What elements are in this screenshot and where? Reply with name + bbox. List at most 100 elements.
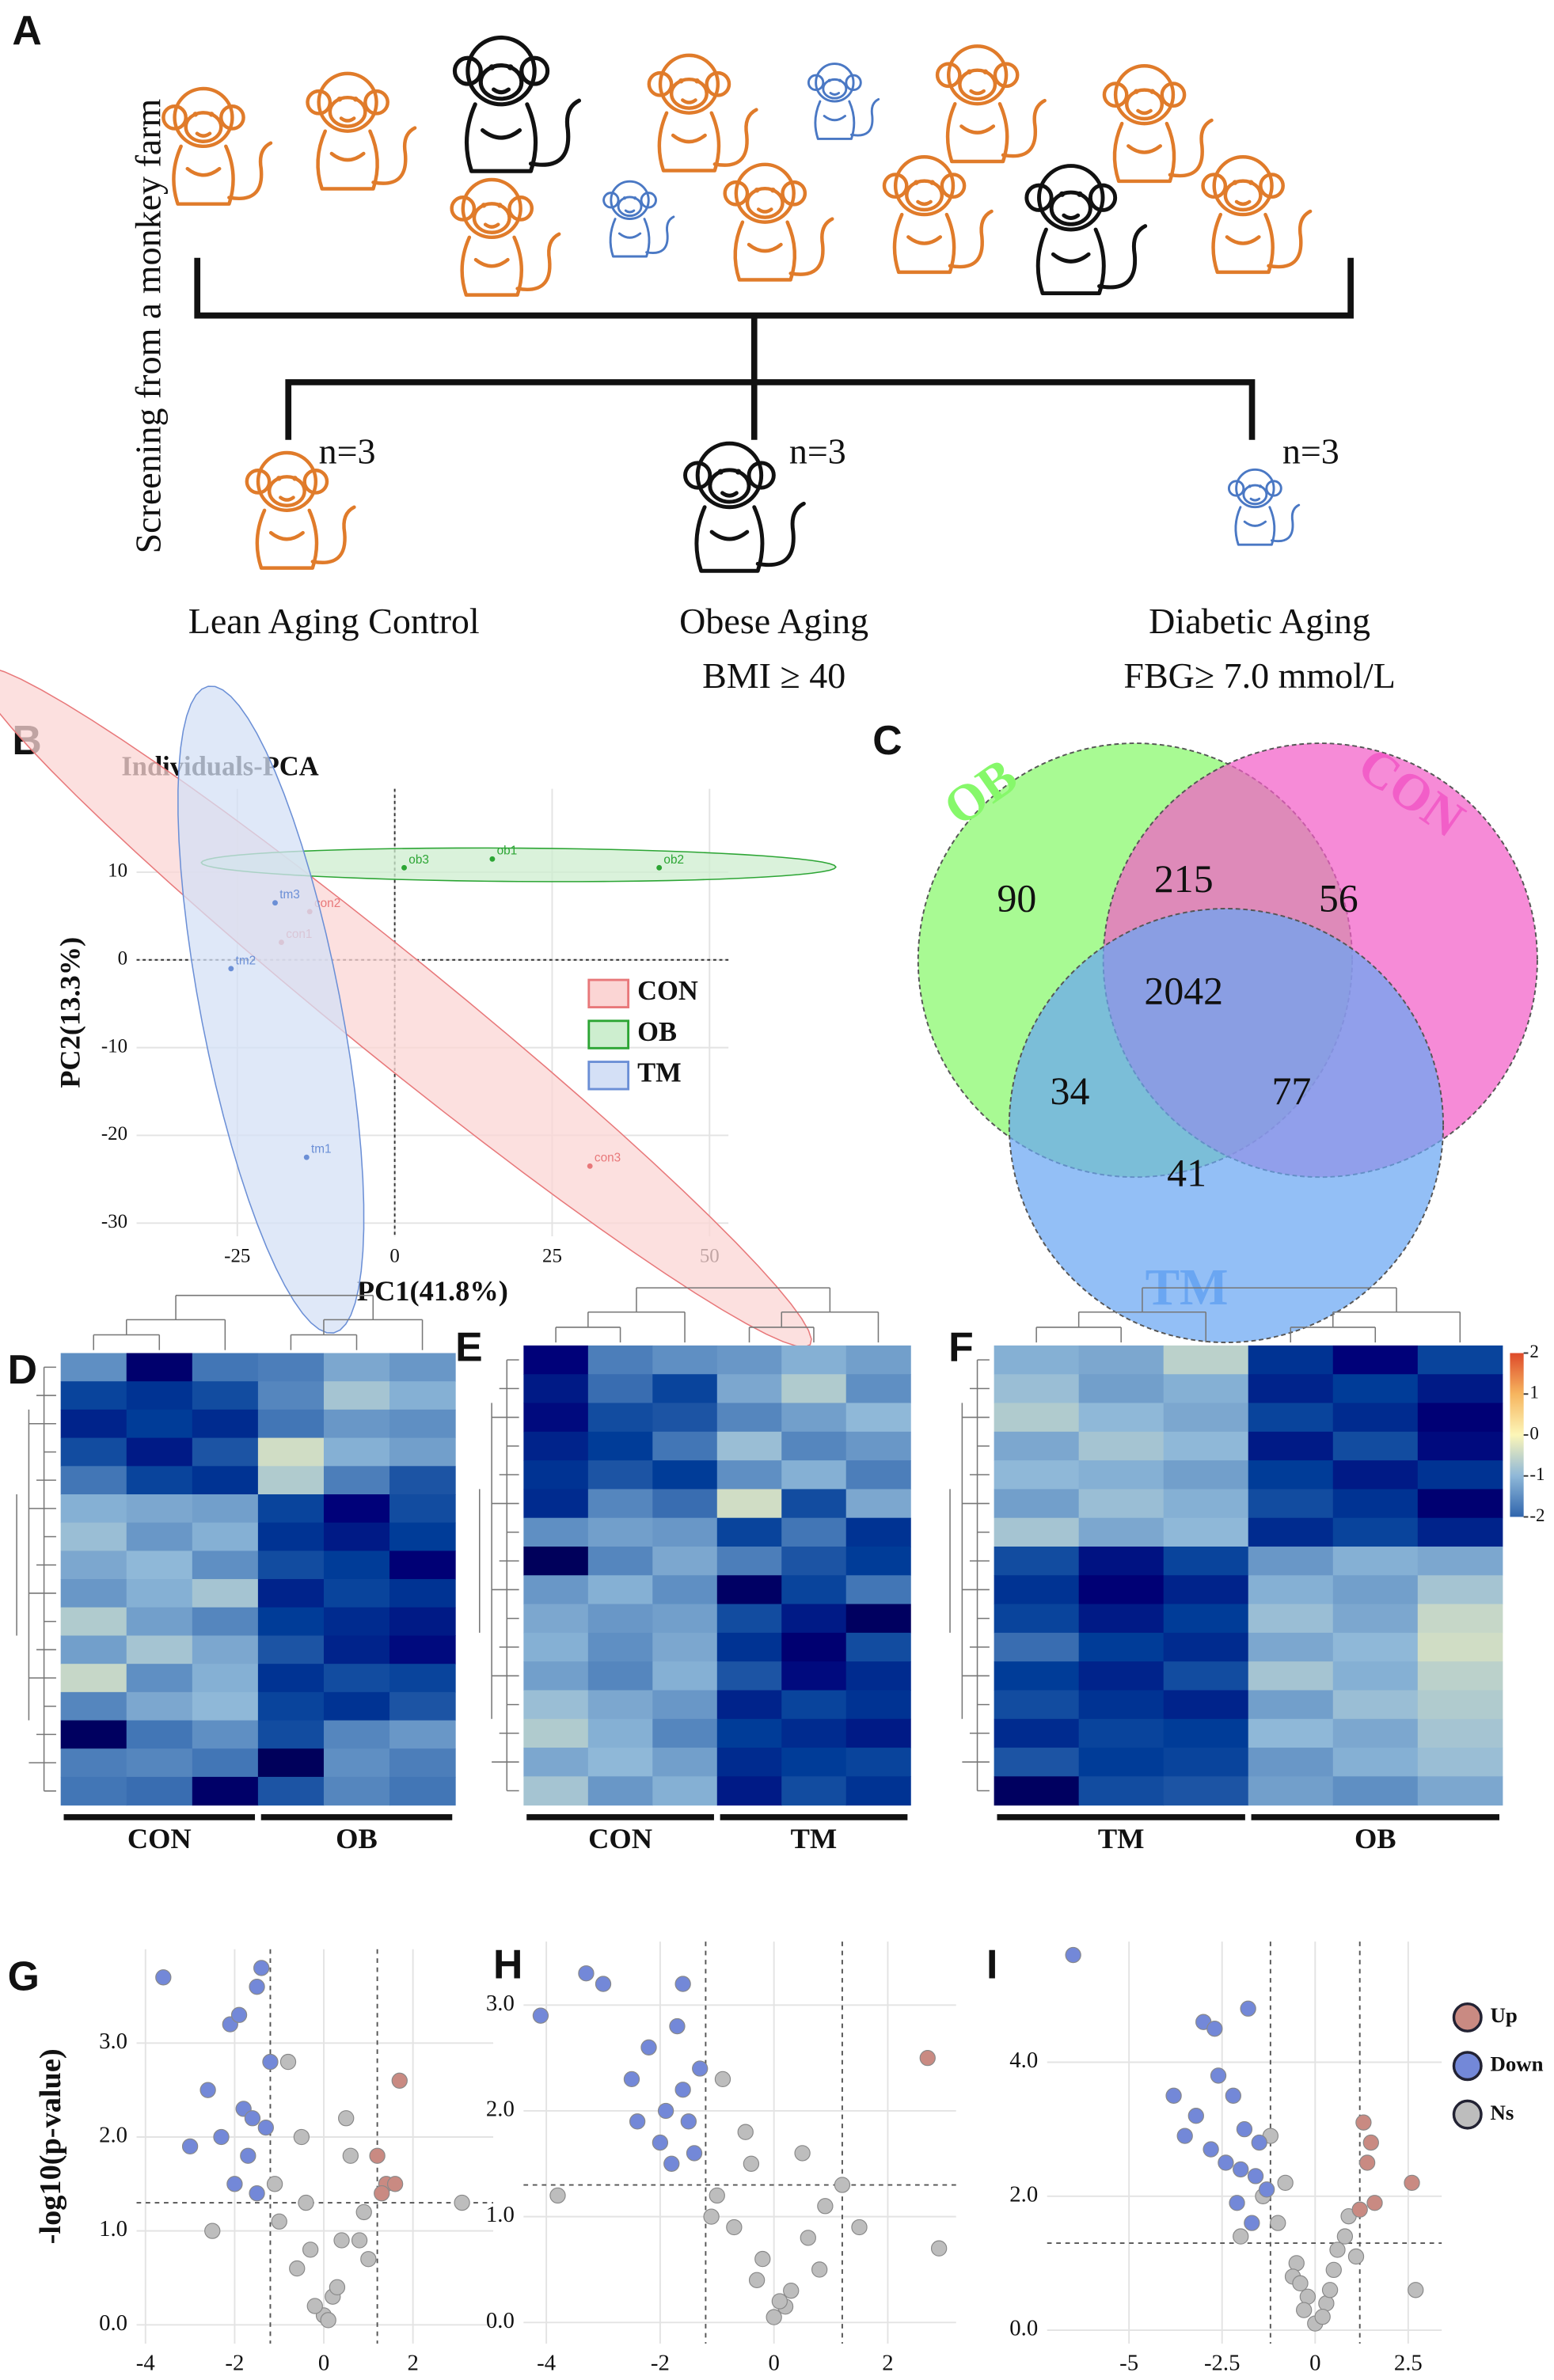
point	[302, 2241, 319, 2258]
group-criterion: FBG≥ 7.0 mmol/L	[1123, 655, 1395, 696]
heat-cell	[781, 1690, 847, 1720]
point	[204, 2222, 221, 2239]
panel-label: I	[986, 1941, 997, 1987]
heat-cell	[192, 1437, 259, 1467]
point	[228, 966, 234, 972]
heat-cell	[1078, 1690, 1165, 1720]
x-tick-label: 25	[542, 1246, 562, 1267]
heat-cell	[994, 1517, 1080, 1547]
heat-cell	[716, 1632, 782, 1662]
heat-cell	[994, 1604, 1080, 1634]
heat-cell	[1163, 1718, 1249, 1748]
point	[686, 2145, 703, 2162]
y-tick-label: 0.0	[99, 2310, 127, 2336]
point	[1358, 2154, 1376, 2171]
point	[766, 2309, 782, 2325]
point	[754, 2250, 771, 2268]
heat-cell	[1163, 1546, 1249, 1576]
point	[1351, 2201, 1368, 2218]
heat-cell	[1332, 1374, 1419, 1404]
heat-cell	[781, 1460, 847, 1490]
heat-cell	[60, 1664, 127, 1693]
point	[1247, 2168, 1264, 2185]
colorbar-label: -1	[1529, 1464, 1545, 1484]
point	[578, 1965, 595, 1982]
point	[1362, 2134, 1379, 2151]
heat-cell	[1417, 1632, 1503, 1662]
heat-cell	[389, 1381, 456, 1410]
heat-cell	[781, 1748, 847, 1777]
legend-label: Up	[1490, 2003, 1517, 2027]
point	[851, 2219, 868, 2236]
region-count: 41	[1167, 1152, 1206, 1195]
heat-cell	[781, 1776, 847, 1806]
point-label: tm3	[279, 888, 300, 902]
point	[1229, 2195, 1245, 2211]
heat-cell	[60, 1748, 127, 1778]
heat-cell	[523, 1460, 589, 1490]
heat-cell	[323, 1635, 390, 1664]
y-tick-label: 2.0	[1009, 2181, 1038, 2207]
heat-cell	[994, 1690, 1080, 1720]
heat-cell	[1417, 1374, 1503, 1404]
y-tick-label: 2.0	[99, 2123, 127, 2148]
heat-cell	[1078, 1632, 1165, 1662]
heat-cell	[192, 1635, 259, 1664]
region-count: 90	[997, 877, 1036, 920]
group-n: n=3	[1282, 431, 1339, 472]
point	[817, 2198, 834, 2215]
point	[1203, 2141, 1219, 2158]
y-tick-label: 0.0	[486, 2308, 515, 2333]
heat-cell	[716, 1690, 782, 1720]
heat-cell	[1248, 1517, 1334, 1547]
dendrogram	[949, 1287, 1461, 1792]
heat-cell	[1248, 1776, 1334, 1806]
heat-cell	[126, 1409, 193, 1439]
heat-cell	[994, 1345, 1080, 1375]
heat-cell	[389, 1494, 456, 1524]
heat-cell	[652, 1776, 718, 1806]
heat-cell	[652, 1489, 718, 1519]
x-tick-label: 0	[389, 1246, 399, 1267]
heat-cell	[1332, 1489, 1419, 1519]
point	[333, 2232, 350, 2249]
region-count: 77	[1271, 1069, 1311, 1113]
heat-cell	[126, 1748, 193, 1778]
point	[919, 2049, 936, 2067]
heat-cell	[389, 1437, 456, 1467]
point	[1318, 2295, 1335, 2312]
heat-cell	[323, 1522, 390, 1551]
group-n: n=3	[789, 431, 846, 472]
heat-cell	[652, 1546, 718, 1576]
heat-cell	[845, 1604, 911, 1634]
split-bracket	[285, 315, 1256, 440]
heat-cell	[523, 1748, 589, 1777]
point	[1404, 2174, 1420, 2192]
heat-cell	[126, 1466, 193, 1495]
group-n: n=3	[319, 431, 376, 472]
heat-cell	[389, 1776, 456, 1806]
heat-cell	[323, 1353, 390, 1382]
heat-cell	[257, 1691, 325, 1721]
y-tick-label: 1.0	[99, 2216, 127, 2241]
heat-cell	[652, 1690, 718, 1720]
heat-cell	[652, 1517, 718, 1547]
point	[1292, 2275, 1309, 2291]
heat-cell	[1248, 1431, 1334, 1461]
point-label: ob2	[663, 853, 684, 867]
heat-cell	[1163, 1517, 1249, 1547]
x-tick-label: 0	[768, 2350, 779, 2375]
heat-cell	[587, 1460, 653, 1490]
heat-cell	[1332, 1460, 1419, 1490]
point	[1408, 2282, 1424, 2298]
heat-cell	[1248, 1661, 1334, 1691]
point	[783, 2283, 800, 2299]
heat-cell	[126, 1776, 193, 1806]
heat-cell	[1078, 1748, 1165, 1777]
heat-cell	[1417, 1690, 1503, 1720]
heat-cell	[1248, 1403, 1334, 1433]
heat-cell	[1248, 1690, 1334, 1720]
heat-cell	[323, 1664, 390, 1693]
point	[1299, 2288, 1317, 2305]
